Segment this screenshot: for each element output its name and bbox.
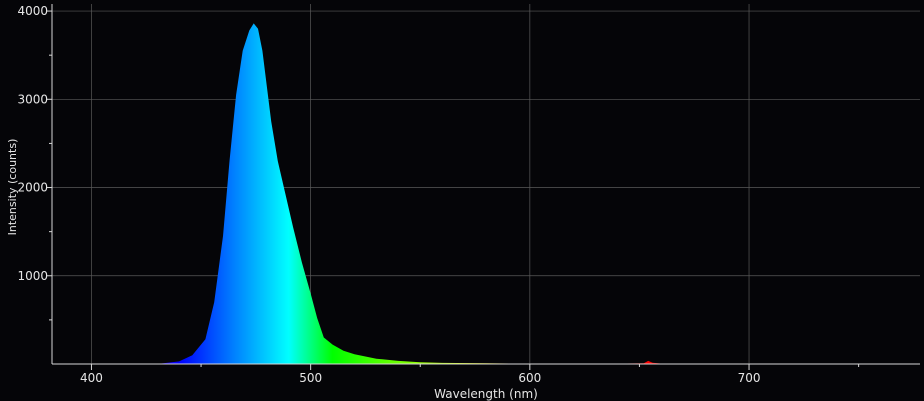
x-tick-label: 400 <box>80 371 103 385</box>
y-axis-label: Intensity (counts) <box>6 139 19 236</box>
y-tick-label: 1000 <box>17 269 48 283</box>
y-tick-label: 4000 <box>17 4 48 18</box>
x-tick-label: 600 <box>518 371 541 385</box>
x-tick-label: 700 <box>738 371 761 385</box>
x-axis-label: Wavelength (nm) <box>434 387 538 401</box>
x-tick-label: 500 <box>299 371 322 385</box>
axes <box>47 4 920 370</box>
tick-labels: 400 500 600 700 1000 2000 3000 4000 <box>17 4 760 385</box>
spectrum-area <box>157 23 920 365</box>
grid-lines <box>52 4 920 364</box>
y-tick-label: 3000 <box>17 92 48 106</box>
y-tick-label: 2000 <box>17 181 48 195</box>
